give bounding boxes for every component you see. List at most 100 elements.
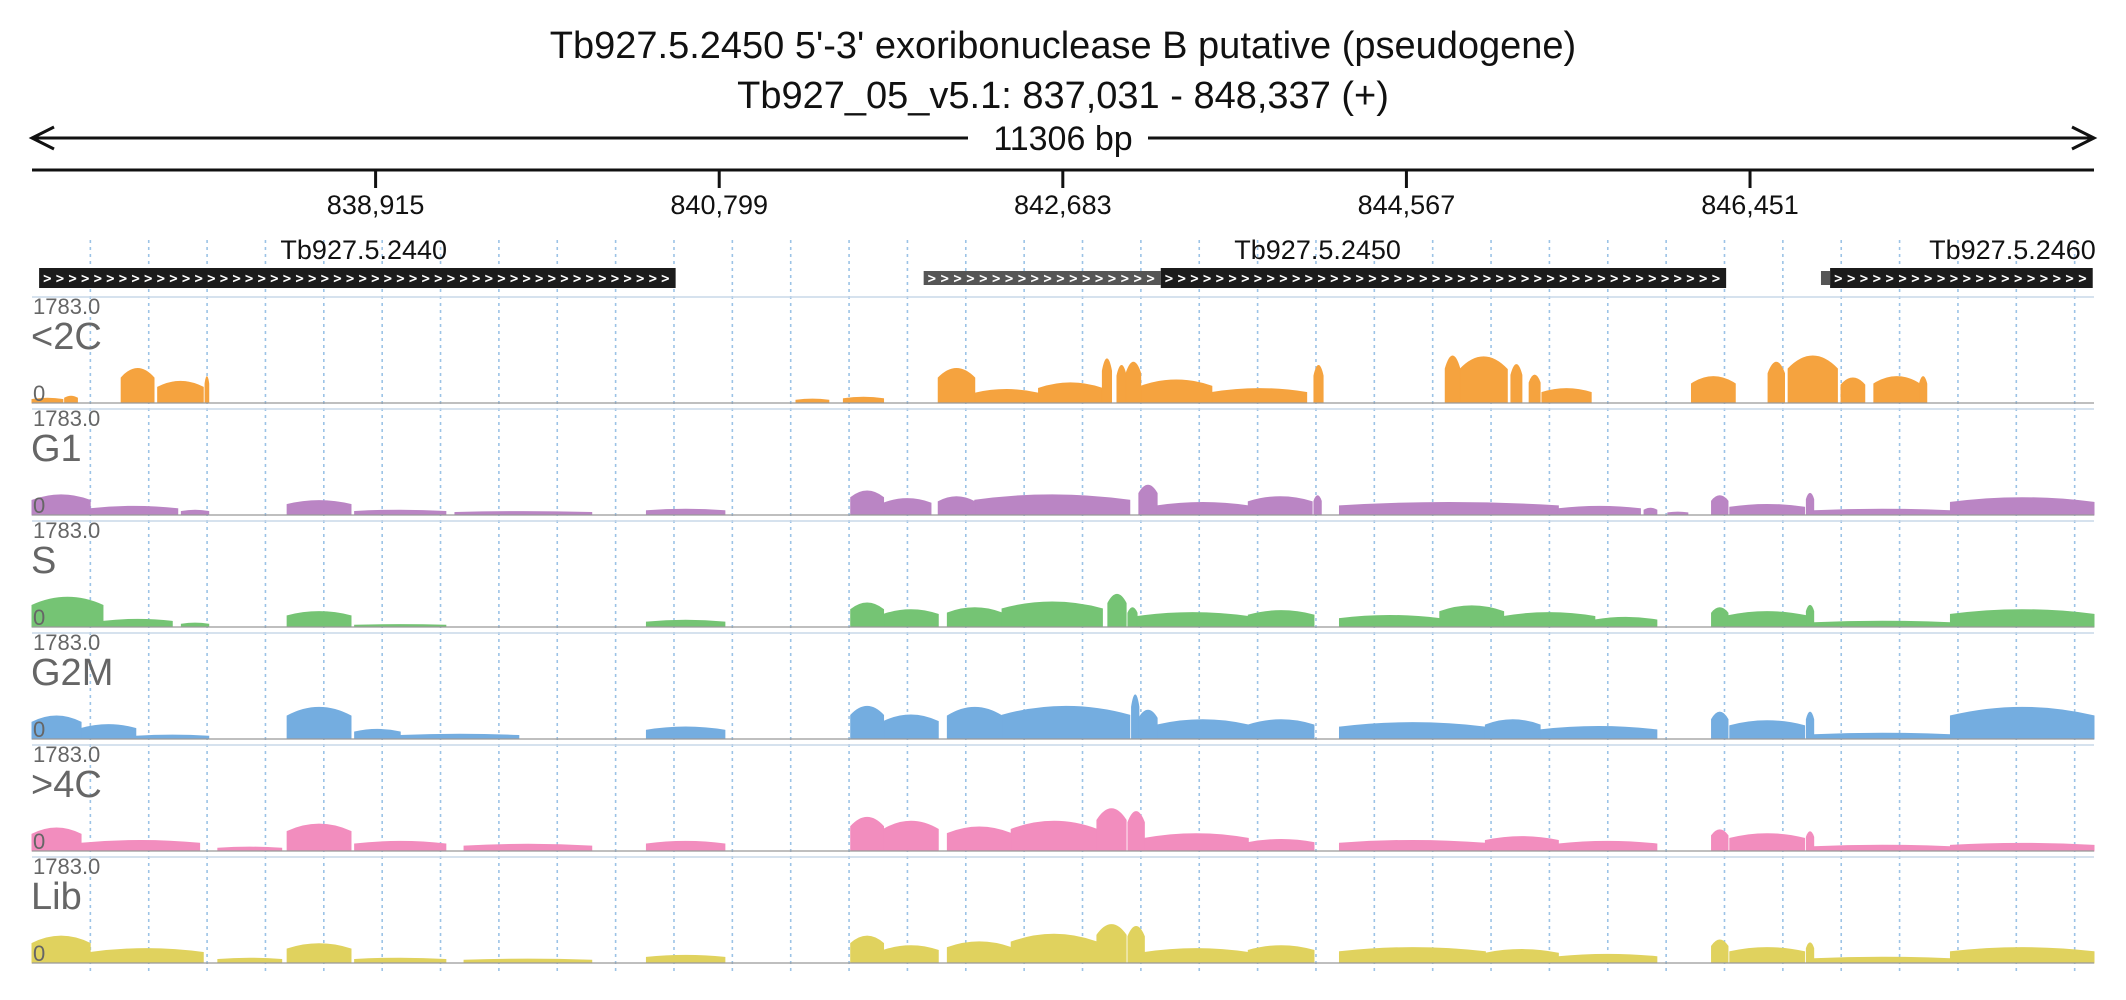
coverage-area [1444,355,1461,404]
track-zero-label: 0 [33,717,45,742]
coverage-area [80,724,137,740]
axis-tick-label: 846,451 [1701,190,1799,220]
coverage-area [1247,719,1315,740]
track-max-label: 1783.0 [33,742,100,767]
track-max-label: 1783.0 [33,854,100,879]
coverage-area [463,958,593,964]
coverage-area [850,816,885,852]
coverage-area [1787,355,1838,404]
coverage-area [1143,948,1249,964]
coverage-area [1813,620,1951,628]
coverage-area [135,734,210,740]
coverage-area [1138,709,1158,740]
coverage-area [180,622,210,628]
coverage-area [31,596,104,628]
coverage-area [1484,836,1559,852]
coverage-area [1711,495,1729,516]
coverage-area [1010,933,1098,964]
coverage-tracks: 1783.00<2C1783.00G11783.00S1783.00G2M178… [31,294,2095,966]
coverage-area [937,367,976,404]
coverage-area [645,954,726,964]
coverage-area [946,607,1003,628]
coverage-area [850,935,885,964]
coverage-area [1539,726,1658,740]
coverage-area [1211,388,1308,404]
coverage-track: 1783.0 0 G2M [31,630,2095,742]
coverage-area [120,367,155,404]
coverage-area [454,511,593,516]
coverage-area [645,508,726,516]
coverage-area [286,611,352,628]
track-max-label: 1783.0 [33,630,100,655]
coverage-area [1510,364,1523,404]
coverage-area [1338,502,1559,516]
track-max-label: 1783.0 [33,406,100,431]
coverage-area [1727,611,1807,628]
coverage-area [1729,833,1806,852]
coverage-area [463,843,593,852]
coverage-area [946,941,1012,964]
coverage-area [1949,842,2095,852]
coverage-area [1949,947,2095,964]
coverage-area [1484,719,1541,740]
track-zero-label: 0 [33,493,45,518]
coverage-area [883,609,939,628]
coverage-area [1667,511,1689,516]
coverage-area [354,509,447,516]
gene-model: >>>>>>>>>>>>>>>>>>>>>>>>>>>>>>>>>>>>>>>>… [923,235,1727,288]
track-max-label: 1783.0 [33,294,100,319]
coordinate-axis: 838,915 840,799 842,683 844,567 846,451 [32,168,2094,220]
coverage-area [1767,361,1785,404]
coverage-area [1813,956,1951,964]
coverage-area [1338,947,1486,964]
coverage-area [1107,593,1127,628]
coverage-area [1729,947,1806,964]
gene-model: >>>>>>>>>>>>>>>>>>>>>>>>>>>>>>>>>>>>>>>>… [39,235,676,288]
coverage-area [946,706,1003,740]
coverage-area [1127,607,1138,628]
coverage-area [1459,356,1508,404]
coverage-area [1096,808,1127,852]
axis-tick-label: 838,915 [327,190,425,220]
coverage-area [1690,376,1736,404]
coverage-area [1439,605,1505,628]
span-length-label: 11306 bp [993,120,1132,158]
arrow-right-icon [2071,125,2098,151]
coverage-area [850,490,885,516]
coverage-area [1156,502,1249,516]
coverage-area [1125,361,1142,404]
gene-cds [39,268,676,288]
chart-subtitle: Tb927_05_v5.1: 837,031 - 848,337 (+) [737,75,1389,117]
coverage-track: 1783.0 0 S [31,518,2095,630]
track-name-label: Lib [31,876,82,918]
coverage-area [1805,711,1815,740]
coverage-track: 1783.0 0 G1 [31,406,2095,518]
coverage-area [1116,365,1127,404]
coverage-area [1096,924,1127,964]
coverage-area [64,395,78,404]
coverage-area [1643,507,1658,516]
coverage-area [204,376,210,404]
gene-model: >>>>>>>>>>>>>>>>>>>>Tb927.5.2460 [1820,235,2096,288]
coverage-area [1840,377,1866,404]
coverage-area [974,389,1040,404]
coverage-track: 1783.0 0 >4C [31,742,2095,854]
coverage-area [1247,496,1313,516]
coverage-area [217,846,283,852]
coverage-area [883,820,939,852]
coverage-area [1949,706,2095,740]
coverage-area [1247,839,1315,852]
track-name-label: S [31,540,56,582]
coverage-area [1729,720,1806,740]
coverage-area [1813,732,1951,740]
coverage-area [645,619,726,628]
coverage-area [1949,609,2095,628]
track-zero-label: 0 [33,605,45,630]
coverage-area [1140,379,1213,404]
axis-tick-label: 840,799 [670,190,768,220]
coverage-area [286,500,352,516]
gene-label: Tb927.5.2450 [1234,235,1401,265]
coverage-area [1557,840,1658,852]
coverage-area [645,840,726,852]
coverage-area [354,957,447,964]
